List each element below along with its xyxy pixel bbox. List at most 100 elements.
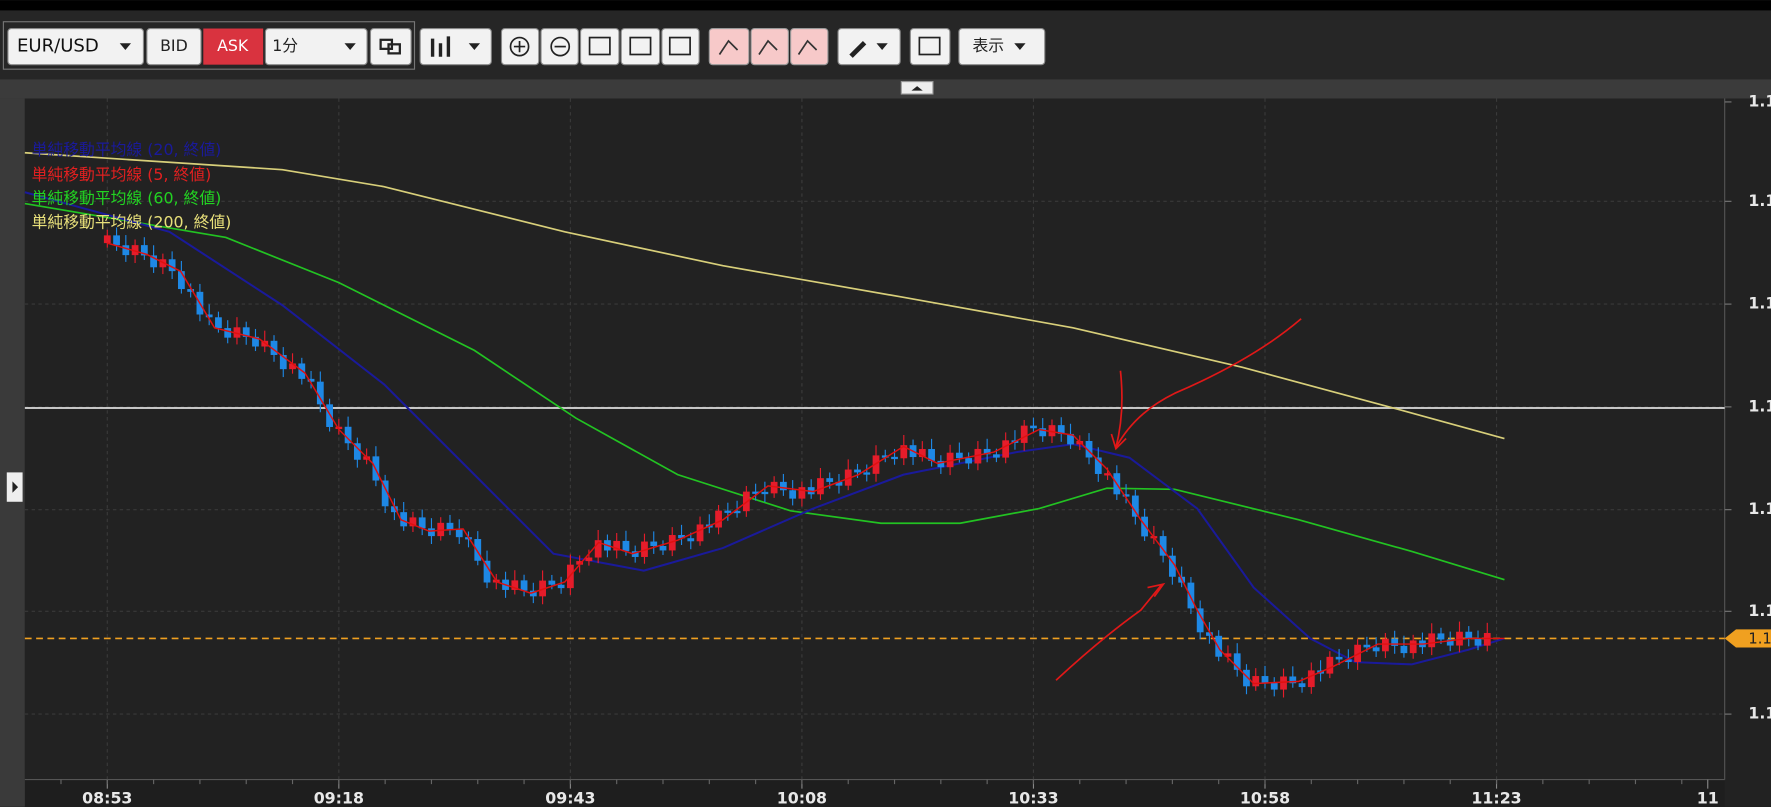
ask-button[interactable] xyxy=(203,28,264,65)
candle-body xyxy=(770,481,778,494)
candle-body xyxy=(696,524,704,542)
candle-body xyxy=(1224,653,1232,657)
candle-body xyxy=(1326,656,1334,674)
icon xyxy=(12,481,19,493)
arrowhead xyxy=(1110,433,1127,451)
candle-body xyxy=(1298,683,1306,688)
view-label: 表示 xyxy=(972,36,1004,55)
candle-body xyxy=(122,245,130,256)
candle-body xyxy=(844,469,852,486)
candle-body xyxy=(529,590,537,597)
ask-label: ASK xyxy=(217,36,249,55)
chart-type-button[interactable] xyxy=(419,27,492,66)
candle-body xyxy=(974,448,982,464)
candle-body xyxy=(353,443,361,460)
candle-body xyxy=(1391,638,1399,646)
candle-body xyxy=(1437,633,1445,640)
candle-body xyxy=(594,540,602,558)
toolbar-group xyxy=(2,21,416,70)
candle-body xyxy=(140,245,148,256)
candle-body xyxy=(1141,516,1148,537)
x-tick-label: 11:23 xyxy=(1471,788,1521,807)
candle-body xyxy=(678,535,685,539)
candle-body xyxy=(817,478,824,495)
arrowhead xyxy=(1147,582,1166,598)
timeframe-select[interactable] xyxy=(264,27,368,66)
candle-body xyxy=(983,448,991,455)
fit-button[interactable] xyxy=(579,27,620,66)
candle-body xyxy=(1243,669,1250,687)
candle-body xyxy=(1252,676,1260,687)
candle-body xyxy=(798,487,806,499)
candle-body xyxy=(178,271,185,290)
candle-body xyxy=(437,522,445,537)
candle-body xyxy=(1168,555,1176,577)
candle-body xyxy=(1289,676,1297,684)
candle-body xyxy=(1456,631,1463,646)
candle-body xyxy=(900,445,908,459)
draw-tool-button[interactable] xyxy=(790,27,829,66)
icon xyxy=(911,86,923,91)
arrow xyxy=(1115,318,1302,448)
candle-body xyxy=(1233,653,1241,670)
candle-body xyxy=(1483,633,1491,646)
y-tick-label: 1.1 xyxy=(1748,294,1771,313)
candle-body xyxy=(1446,639,1454,646)
candle-body xyxy=(1428,633,1436,648)
candle-body xyxy=(391,506,398,513)
candle-body xyxy=(918,449,926,458)
pair-select[interactable] xyxy=(7,27,145,66)
pen-button[interactable] xyxy=(837,27,901,66)
candle-body xyxy=(224,328,232,338)
view-button[interactable] xyxy=(958,27,1046,66)
icon xyxy=(718,39,818,55)
candle-body xyxy=(780,481,787,491)
indicator-button[interactable] xyxy=(909,27,951,66)
candle-body xyxy=(1094,457,1102,474)
dropdown-arrow xyxy=(344,43,356,50)
candle-body xyxy=(715,510,722,528)
price-axis xyxy=(1724,98,1771,807)
candle-body xyxy=(863,472,871,475)
x-tick-label: 10:58 xyxy=(1240,788,1290,807)
candle-body xyxy=(585,557,593,562)
candle-body xyxy=(1122,494,1130,497)
candle-body xyxy=(215,317,222,329)
candle-body xyxy=(187,289,195,292)
icon xyxy=(430,36,451,57)
price-marker-label: 1.1 xyxy=(1748,631,1771,648)
candle-body xyxy=(733,510,741,514)
y-tick-label: 1.1 xyxy=(1748,601,1771,620)
window-button[interactable] xyxy=(661,27,700,66)
expand-button[interactable] xyxy=(620,27,661,66)
annotations xyxy=(1055,318,1302,681)
candle-body xyxy=(344,426,352,444)
candle-body xyxy=(659,545,667,551)
axis-labels: 1.1 1.1 1.1 1.1 1.1 1.1 1.1 08:53 09:18 09:43 10:0… xyxy=(60,91,1771,807)
candle-body xyxy=(881,455,889,458)
candle-body xyxy=(1363,644,1371,648)
candle-body xyxy=(937,460,945,468)
candle-body xyxy=(335,426,343,430)
bid-button[interactable] xyxy=(146,27,202,66)
candle-body xyxy=(103,235,111,244)
candle-body xyxy=(511,580,519,590)
candle-body xyxy=(835,481,843,486)
draw-tool-button[interactable] xyxy=(750,27,789,66)
timeframe-label: 1分 xyxy=(272,36,298,55)
legend-entry: 単純移動平均線 (60, 終値) xyxy=(32,189,222,208)
candle-body xyxy=(1196,608,1204,633)
candle-body xyxy=(455,529,463,538)
icon xyxy=(918,36,941,56)
candle-body xyxy=(687,538,695,542)
draw-tool-button[interactable] xyxy=(708,27,750,66)
candle-body xyxy=(1104,473,1111,476)
pair-label: EUR/USD xyxy=(17,36,99,57)
candle-body xyxy=(1067,433,1074,445)
candle-body xyxy=(1400,645,1408,654)
left-panel xyxy=(0,98,25,807)
icon xyxy=(509,36,530,57)
candle-body xyxy=(326,404,333,427)
dropdown-arrow xyxy=(876,43,888,50)
